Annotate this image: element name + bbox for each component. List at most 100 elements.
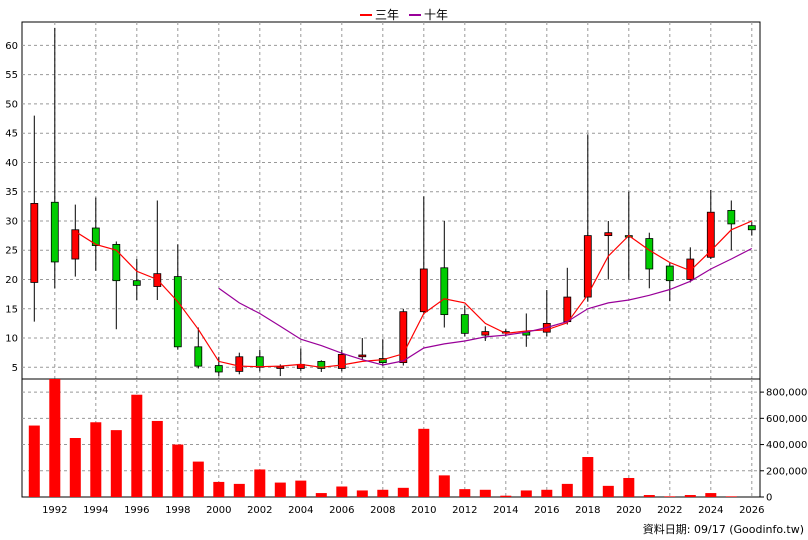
price-tick-label: 60 xyxy=(5,41,18,52)
price-tick-label: 10 xyxy=(5,334,18,345)
candle-body xyxy=(747,225,756,231)
year-tick-label: 2026 xyxy=(739,505,764,516)
candle-body xyxy=(255,356,264,368)
price-tick-label: 5 xyxy=(12,363,18,374)
year-tick-label: 2010 xyxy=(411,505,436,516)
year-tick-label: 2024 xyxy=(698,505,723,516)
legend: 三年 十年 xyxy=(360,6,448,23)
price-tick-label: 35 xyxy=(5,187,18,198)
volume-plot-area xyxy=(21,378,761,498)
candle-body xyxy=(665,265,674,282)
year-tick-label: 1996 xyxy=(124,505,149,516)
volume-bar xyxy=(336,486,348,497)
ma10-line xyxy=(218,247,753,366)
candle-body xyxy=(214,365,223,373)
volume-bar xyxy=(418,428,430,497)
price-y-axis: 5 10 15 20 25 30 35 40 45 50 55 60 xyxy=(5,41,18,374)
candle-body xyxy=(583,235,592,298)
candle-body xyxy=(30,203,39,283)
candle-body xyxy=(276,366,285,369)
candle xyxy=(747,222,756,236)
candle-body xyxy=(706,211,715,258)
candle-body xyxy=(645,238,654,270)
candle xyxy=(604,220,613,280)
volume-bar xyxy=(725,496,737,497)
volume-bar xyxy=(131,394,143,497)
volume-bar xyxy=(602,485,614,497)
candle-body xyxy=(194,346,203,367)
price-grid xyxy=(22,22,760,379)
candle-body xyxy=(132,280,141,286)
candle-body xyxy=(235,356,244,372)
candle xyxy=(132,259,141,300)
volume-bar xyxy=(684,495,696,497)
volume-bar xyxy=(397,487,409,497)
legend-label-ma10: 十年 xyxy=(424,8,449,22)
candle xyxy=(460,305,469,337)
data-date-footer: 資料日期: 09/17 (Goodinfo.tw) xyxy=(642,523,804,536)
candle xyxy=(645,232,654,289)
price-panel: 5 10 15 20 25 30 35 40 45 50 55 60 xyxy=(5,21,761,380)
volume-y-axis: 0 200,000 400,000 600,000 800,000 xyxy=(760,388,807,504)
candle-body xyxy=(727,210,736,225)
candle-body xyxy=(337,354,346,369)
candle xyxy=(194,327,203,369)
year-tick-label: 1992 xyxy=(42,505,67,516)
candle-body xyxy=(71,229,80,260)
volume-bar xyxy=(459,489,471,497)
year-tick-label: 2018 xyxy=(575,505,600,516)
moving-average-lines xyxy=(74,220,753,368)
candle xyxy=(317,360,326,372)
volume-bar xyxy=(213,481,225,497)
volume-bar xyxy=(315,493,327,497)
volume-bar xyxy=(561,483,573,497)
legend-item-ma3: 三年 xyxy=(360,6,399,23)
volume-bar xyxy=(643,495,655,497)
legend-item-ma10: 十年 xyxy=(409,6,448,23)
candle xyxy=(358,338,367,360)
candle xyxy=(706,189,715,260)
year-tick-label: 2008 xyxy=(370,505,395,516)
candle xyxy=(173,244,182,350)
year-tick-label: 2004 xyxy=(288,505,313,516)
candle xyxy=(71,204,80,277)
candle xyxy=(112,241,121,330)
volume-bar xyxy=(69,438,81,497)
price-tick-label: 40 xyxy=(5,158,18,169)
candle-body xyxy=(604,232,613,237)
volume-bar xyxy=(541,489,553,497)
candle xyxy=(583,134,592,302)
candle xyxy=(440,220,449,328)
candle-body xyxy=(481,331,490,336)
volume-bar xyxy=(274,482,286,497)
volume-bar xyxy=(705,493,717,497)
volume-bar xyxy=(438,475,450,497)
legend-swatch-ma10 xyxy=(409,13,422,16)
candle-body xyxy=(419,268,428,313)
candle xyxy=(665,263,674,302)
volume-bar xyxy=(233,483,245,497)
volume-bar xyxy=(254,469,266,497)
candle xyxy=(399,308,408,366)
volume-tick-label: 400,000 xyxy=(766,440,807,451)
legend-swatch-ma3 xyxy=(360,13,372,16)
year-tick-label: 2016 xyxy=(534,505,559,516)
candle xyxy=(30,115,39,322)
year-tick-label: 2006 xyxy=(329,505,354,516)
volume-bar xyxy=(500,495,512,497)
price-tick-label: 20 xyxy=(5,275,18,286)
year-tick-label: 2012 xyxy=(452,505,477,516)
volume-bar xyxy=(520,490,532,497)
volume-bar xyxy=(664,496,676,497)
candlesticks xyxy=(30,27,756,377)
ma3-line xyxy=(74,220,753,368)
volume-bar xyxy=(582,457,594,497)
candle-body xyxy=(91,227,100,246)
candle-body xyxy=(399,311,408,364)
year-tick-label: 2002 xyxy=(247,505,272,516)
volume-bar xyxy=(172,444,184,497)
year-tick-label: 2022 xyxy=(657,505,682,516)
candle xyxy=(481,326,490,341)
volume-bar xyxy=(377,489,389,497)
